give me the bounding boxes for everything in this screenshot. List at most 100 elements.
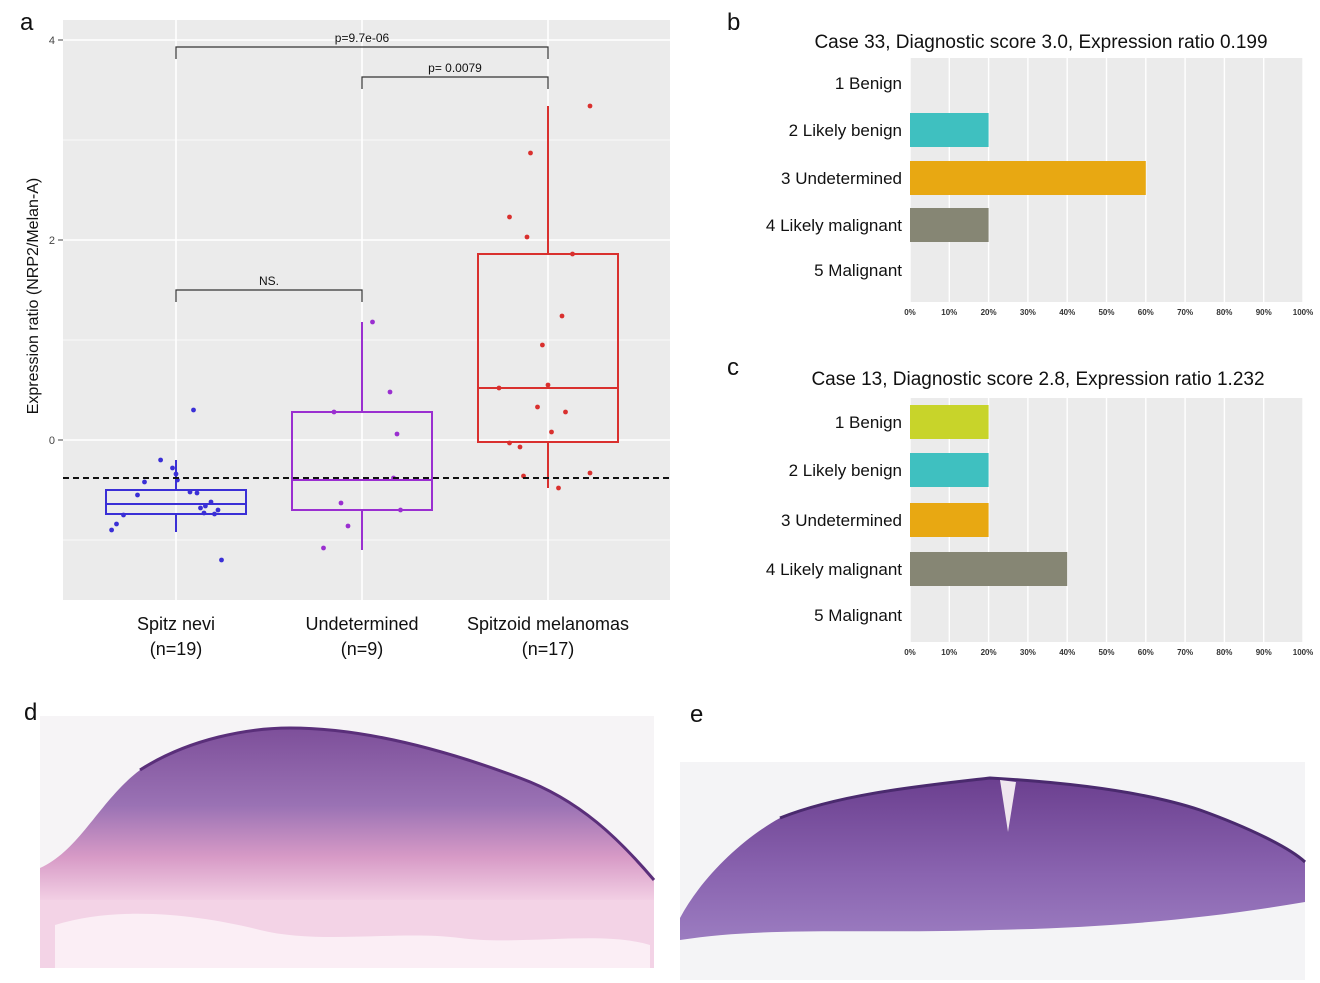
box-iqr — [291, 411, 433, 511]
xcategory-count: (n=9) — [341, 639, 384, 659]
significance-bracket — [175, 46, 549, 59]
data-point — [549, 429, 554, 435]
data-point — [187, 489, 193, 495]
category-label: 3 Undetermined — [781, 511, 902, 530]
panel-letter-b: b — [727, 9, 740, 36]
ytick-label: 0 — [49, 435, 55, 447]
boxplot-marks: p=9.7e-06 p= 0.0079 NS. — [63, 31, 670, 563]
category-label: 4 Likely malignant — [766, 560, 902, 579]
bar — [910, 405, 989, 439]
data-point — [219, 557, 224, 563]
significance-bracket — [361, 76, 549, 89]
data-point — [338, 500, 344, 506]
ytick-label: 4 — [49, 35, 55, 47]
xcategory-label: Spitzoid melanomas — [467, 614, 629, 634]
boxplot-ylabel: Expression ratio (NRP2/Melan-A) — [25, 178, 42, 415]
xcategory-count: (n=17) — [522, 639, 575, 659]
category-label: 5 Malignant — [814, 606, 902, 625]
data-point — [191, 407, 196, 413]
xtick-label: 40% — [1059, 648, 1075, 657]
category-label: 1 Benign — [835, 74, 902, 93]
xtick-label: 60% — [1138, 648, 1154, 657]
data-point — [517, 444, 523, 450]
bar — [910, 113, 989, 147]
box-iqr — [477, 253, 619, 443]
category-label: 2 Likely benign — [789, 121, 902, 140]
histology-image-e — [680, 762, 1307, 980]
boxplot-yticks: 0 2 4 — [49, 35, 63, 447]
xtick-label: 90% — [1256, 308, 1272, 317]
data-point — [496, 385, 502, 391]
data-point — [194, 490, 200, 496]
data-point — [398, 507, 403, 513]
xtick-label: 0% — [904, 648, 916, 657]
bar — [910, 453, 989, 487]
data-point — [215, 507, 221, 513]
data-point — [142, 479, 147, 485]
bar — [910, 208, 989, 242]
bar-c-marks — [910, 405, 1068, 586]
category-label: 1 Benign — [835, 413, 902, 432]
data-point — [587, 470, 593, 476]
xcategory-label: Spitz nevi — [137, 614, 215, 634]
data-point — [114, 521, 119, 527]
category-label: 3 Undetermined — [781, 169, 902, 188]
xtick-label: 70% — [1177, 308, 1193, 317]
data-point — [331, 409, 337, 415]
xtick-label: 100% — [1293, 308, 1313, 317]
xtick-label: 100% — [1293, 648, 1313, 657]
xtick-label: 80% — [1216, 648, 1232, 657]
xtick-label: 30% — [1020, 308, 1036, 317]
data-point — [394, 431, 400, 437]
bar-panel-b: Case 33, Diagnostic score 3.0, Expressio… — [766, 32, 1313, 317]
xtick-label: 50% — [1098, 308, 1114, 317]
category-label: 4 Likely malignant — [766, 216, 902, 235]
xtick-label: 20% — [981, 648, 997, 657]
histology-image-d — [40, 716, 656, 968]
data-point — [387, 389, 393, 395]
panel-letter-c: c — [727, 354, 739, 381]
data-point — [201, 510, 207, 516]
data-point — [173, 471, 179, 477]
boxplot-xcategories: Spitz nevi (n=19) Undetermined (n=9) Spitzoi… — [137, 614, 629, 659]
data-point — [198, 505, 203, 511]
panel-letter-d: d — [24, 699, 37, 726]
data-point — [121, 512, 126, 518]
bar-b-marks — [910, 113, 1146, 242]
xcategory-label: Undetermined — [305, 614, 418, 634]
significance-bracket — [175, 289, 363, 302]
bar-b-xticks: 0% 10% 20% 30% 40% 50% 60% 70% 80% 90% 100% — [904, 308, 1313, 317]
data-point — [208, 499, 214, 505]
data-point — [545, 382, 551, 388]
xtick-label: 60% — [1138, 308, 1154, 317]
data-point — [528, 150, 533, 156]
panel-letter-a: a — [20, 9, 34, 36]
data-point — [212, 511, 217, 517]
data-point — [570, 251, 575, 257]
data-point — [321, 545, 326, 551]
bar-c-categories: 1 Benign 2 Likely benign 3 Undetermined 4 L… — [766, 413, 902, 625]
bar — [910, 552, 1068, 586]
xtick-label: 40% — [1059, 308, 1075, 317]
xtick-label: 70% — [1177, 648, 1193, 657]
data-point — [170, 465, 175, 471]
data-point — [524, 234, 530, 240]
bar-b-categories: 1 Benign 2 Likely benign 3 Undetermined 4 L… — [766, 74, 902, 280]
data-point — [559, 313, 565, 319]
xtick-label: 90% — [1256, 648, 1272, 657]
panel-letter-e: e — [690, 701, 703, 728]
data-point — [507, 440, 512, 446]
data-point — [535, 404, 540, 410]
xtick-label: 10% — [941, 308, 957, 317]
data-point — [158, 457, 164, 463]
xtick-label: 10% — [941, 648, 957, 657]
data-point — [587, 103, 593, 109]
bar-b-title: Case 33, Diagnostic score 3.0, Expressio… — [814, 32, 1267, 53]
data-point — [540, 342, 545, 348]
xtick-label: 30% — [1020, 648, 1036, 657]
bar-c-title: Case 13, Diagnostic score 2.8, Expressio… — [811, 369, 1264, 390]
data-point — [507, 214, 512, 220]
data-point — [556, 485, 561, 491]
data-point — [203, 503, 208, 509]
